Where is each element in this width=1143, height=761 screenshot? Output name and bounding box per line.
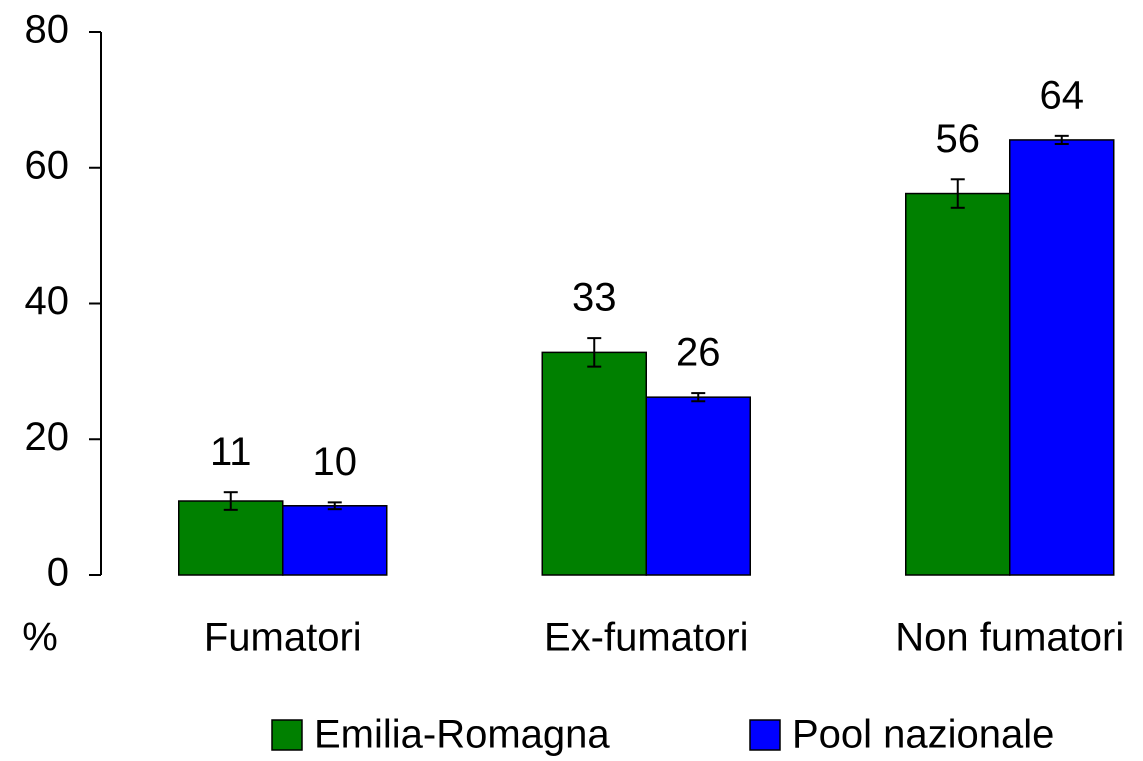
value-label: 11 [210, 430, 252, 474]
value-label: 10 [313, 440, 358, 484]
value-label: 26 [676, 331, 721, 375]
error-bar [587, 337, 602, 368]
error-bar [1054, 134, 1069, 145]
error-bar [691, 392, 706, 403]
y-tick-label: 40 [25, 279, 70, 323]
bar [282, 505, 388, 576]
y-tick-label: 60 [25, 143, 70, 187]
legend-swatch [749, 719, 781, 751]
bar [541, 351, 647, 576]
value-label: 64 [1040, 73, 1085, 117]
y-tick-label: 80 [25, 8, 70, 52]
y-tick-label: 20 [25, 415, 70, 459]
error-bar [327, 501, 342, 511]
x-tick-label: Fumatori [204, 616, 362, 660]
value-label: 33 [572, 276, 617, 320]
y-tick-label: 0 [47, 551, 69, 595]
value-label: 56 [936, 117, 981, 161]
error-bar [950, 178, 965, 209]
bar [905, 192, 1011, 576]
bar [178, 500, 284, 576]
y-axis-label: % [22, 616, 58, 660]
bar [645, 396, 751, 576]
legend-label: Pool nazionale [792, 713, 1054, 757]
legend-label: Emilia-Romagna [314, 713, 610, 757]
legend-swatch [271, 719, 303, 751]
bar [1009, 139, 1115, 576]
x-tick-label: Ex-fumatori [544, 616, 749, 660]
error-bar [223, 491, 238, 511]
x-tick-label: Non fumatori [895, 616, 1124, 660]
